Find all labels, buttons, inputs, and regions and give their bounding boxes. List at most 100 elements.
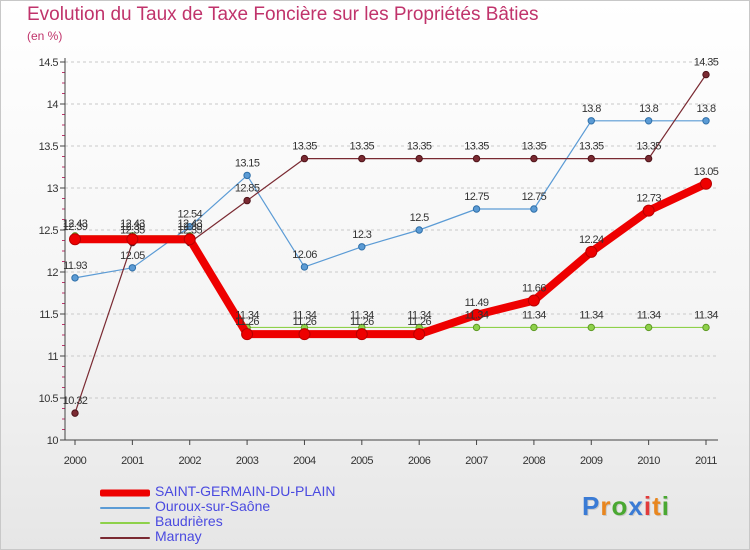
- data-label: 12.75: [464, 191, 489, 203]
- data-label: 12.85: [235, 183, 260, 195]
- data-point: [472, 154, 481, 163]
- data-point: [71, 409, 79, 417]
- axes: 10 10.5 11 11.5 12 12.5 13 13.5 14 14.5 2000 2001 20…: [39, 57, 718, 467]
- data-point: [415, 226, 423, 234]
- y-tick-label: 10: [47, 435, 59, 447]
- data-label: 11.26: [407, 316, 431, 328]
- data-point: [587, 323, 595, 332]
- logo-letter: r: [600, 491, 612, 521]
- series-line: [71, 179, 710, 339]
- y-tick-label: 13.5: [39, 141, 59, 153]
- data-label: 13.35: [464, 141, 489, 153]
- data-point: [358, 243, 366, 251]
- data-point: [472, 323, 481, 332]
- legend-swatch-baudrieres: [100, 521, 150, 524]
- data-point: [69, 233, 81, 246]
- data-point: [358, 154, 366, 163]
- chart-subtitle: (en %): [27, 29, 63, 43]
- data-label: 12.39: [63, 221, 88, 233]
- data-point: [128, 264, 137, 272]
- data-label: 12.35: [120, 225, 145, 237]
- data-label: 13.05: [694, 166, 719, 178]
- data-point: [186, 222, 194, 231]
- series-line: [74, 120, 707, 279]
- data-point: [470, 308, 483, 321]
- x-tick-label: 2010: [637, 455, 660, 467]
- x-tick-label: 2002: [178, 455, 201, 467]
- legend-label-saint-germain: SAINT-GERMAIN-DU-PLAIN: [155, 483, 336, 499]
- legend-swatch-saint-germain: [100, 489, 150, 496]
- data-label: 10.32: [63, 395, 88, 407]
- data-label: 13.35: [292, 141, 317, 153]
- x-tick-label: 2003: [236, 455, 259, 467]
- logo-letter: i: [643, 491, 653, 521]
- data-label: 11.34: [235, 309, 259, 321]
- y-tick-label: 11.5: [39, 309, 58, 321]
- data-label: 11.34: [637, 309, 661, 321]
- x-tick-label: 2006: [408, 455, 431, 467]
- series-line: [74, 73, 707, 414]
- data-point: [644, 154, 653, 163]
- data-label: 12.54: [177, 209, 202, 221]
- data-label: 11.34: [293, 309, 317, 321]
- data-label: 13.8: [582, 103, 601, 115]
- legend-label-baudrieres: Baudrières: [155, 513, 223, 529]
- data-label: 12.35: [177, 225, 202, 237]
- logo-letter: i: [661, 491, 670, 521]
- data-point: [585, 245, 598, 258]
- y-tick-label: 12: [47, 267, 59, 279]
- logo-letter: P: [582, 491, 601, 521]
- y-tick-label: 13: [47, 183, 59, 195]
- data-label: 11.34: [407, 309, 431, 321]
- y-tick-label: 10.5: [39, 393, 59, 405]
- data-point: [642, 204, 655, 217]
- legend-swatch-ouroux: [100, 506, 150, 509]
- data-point: [415, 154, 423, 163]
- legend-swatch-marnay: [100, 536, 150, 539]
- y-tick-label: 11: [48, 351, 59, 363]
- data-label: 13.35: [522, 141, 547, 153]
- data-point: [300, 263, 309, 271]
- data-point: [298, 328, 311, 341]
- data-label: 12.24: [579, 234, 604, 246]
- data-point: [243, 196, 251, 205]
- data-label: 12.43: [120, 218, 145, 230]
- data-label: 11.34: [350, 309, 374, 321]
- data-point: [702, 117, 710, 125]
- x-tick-label: 2001: [121, 455, 144, 467]
- data-label: 11.49: [465, 297, 489, 309]
- x-tick-label: 2008: [523, 455, 546, 467]
- data-point: [241, 328, 254, 341]
- data-label: 12.43: [63, 218, 88, 230]
- data-point: [644, 323, 653, 332]
- data-label: 11.26: [293, 316, 317, 328]
- data-point: [702, 70, 710, 79]
- logo-letter: o: [611, 491, 629, 521]
- data-point: [530, 323, 538, 332]
- data-label: 12.75: [522, 191, 547, 203]
- series-lines: [69, 70, 712, 417]
- x-tick-label: 2004: [293, 455, 316, 467]
- data-label: 13.35: [350, 141, 375, 153]
- grid-lines: [65, 61, 718, 441]
- x-tick-label: 2009: [580, 455, 603, 467]
- data-label: 13.35: [407, 141, 432, 153]
- data-point: [702, 323, 710, 332]
- data-point: [126, 233, 139, 246]
- data-label: 11.93: [63, 260, 87, 272]
- y-tick-label: 14: [47, 99, 59, 111]
- data-label: 11.34: [694, 309, 718, 321]
- data-point: [530, 205, 538, 213]
- data-label: 13.8: [696, 103, 715, 115]
- data-point: [183, 233, 196, 246]
- data-point: [587, 117, 595, 125]
- data-point: [530, 154, 538, 163]
- data-point: [243, 171, 251, 180]
- data-label: 13.35: [579, 141, 604, 153]
- data-label: 13.8: [639, 103, 658, 115]
- x-tick-label: 2007: [465, 455, 488, 467]
- legend-label-marnay: Marnay: [155, 528, 202, 544]
- data-label: 11.34: [579, 309, 603, 321]
- data-label: 12.43: [177, 218, 202, 230]
